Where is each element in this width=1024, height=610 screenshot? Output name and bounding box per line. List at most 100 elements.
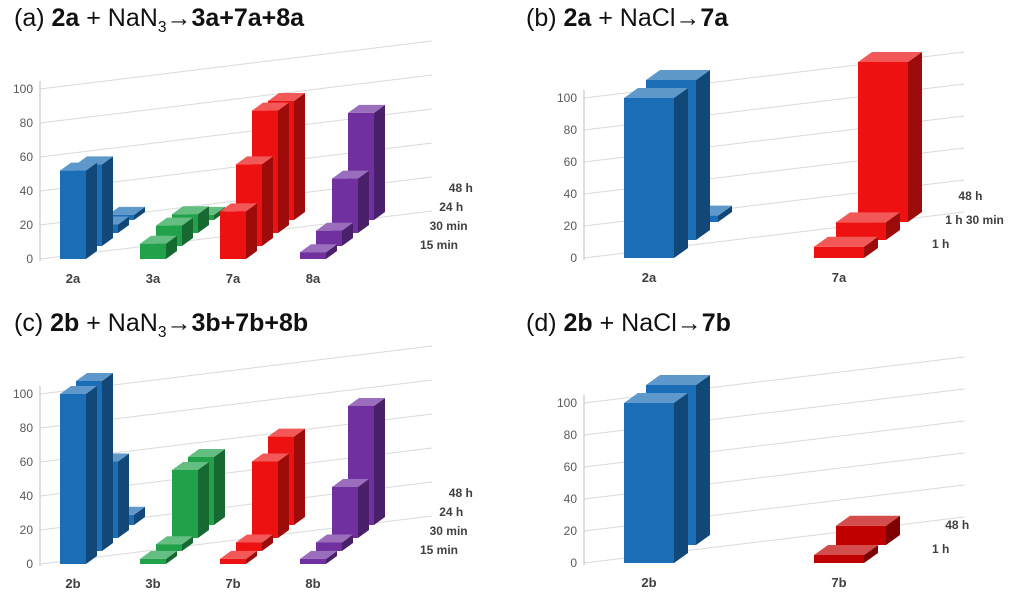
bar-front-face <box>140 558 166 564</box>
bar-side-face <box>166 550 177 564</box>
panel-d-chart: 0 20 40 60 80 100 2b 7b 1 h 48 h <box>557 356 969 590</box>
bar-top-face <box>236 534 273 543</box>
y-tick-label: 20 <box>20 218 34 232</box>
y-tick-label: 0 <box>570 556 577 570</box>
panel-d: (d) 2b + NaCl→7b 0 20 40 60 80 100 2b 7b 1 h 48 h <box>512 305 1024 610</box>
bar-top-face <box>646 70 710 80</box>
bar-side-face <box>342 534 353 551</box>
panel-c-title: (c) 2b + NaN3→3b+7b+8b <box>14 309 309 341</box>
bar-side-face <box>294 428 305 525</box>
y-tick-label: 60 <box>564 155 578 169</box>
category-label: 8a <box>306 271 321 286</box>
bar-side-face <box>358 479 369 538</box>
panel-a: (a) 2a + NaN3→3a+7a+8a 0 20 40 60 80 100 2a 3a 7… <box>0 0 512 305</box>
y-tick-label: 80 <box>20 116 34 130</box>
bar-side-face <box>278 453 289 538</box>
bar-side-face <box>182 536 193 551</box>
panel-b-chart: 0 20 40 60 80 100 2a 7a 1 h 1 h 30 min 48 h <box>557 51 1004 285</box>
bar-side-face <box>86 386 97 564</box>
series-label: 15 min <box>420 543 458 557</box>
bar-front-face <box>252 461 278 538</box>
bar-front-face <box>836 222 886 240</box>
bar-top-face <box>268 428 305 437</box>
category-label: 2a <box>66 271 81 286</box>
bar-front-face <box>332 487 358 538</box>
y-tick-label: 100 <box>557 91 577 105</box>
bar-top-face <box>156 536 193 545</box>
category-label: 7a <box>226 271 241 286</box>
bar-top-face <box>188 449 225 457</box>
bar-front-face <box>836 525 886 545</box>
bar-front-face <box>156 544 182 551</box>
panel-b: (b) 2a + NaCl→7a 0 20 40 60 80 100 2a 7a 1 h 1 h … <box>512 0 1024 305</box>
y-tick-label: 40 <box>20 489 34 503</box>
bar-top-face <box>156 217 193 226</box>
bar-side-face <box>246 203 257 259</box>
series-label: 24 h <box>439 200 463 214</box>
y-tick-label: 100 <box>13 82 33 96</box>
bar-side-face <box>886 515 900 545</box>
bar-top-face <box>624 393 688 403</box>
bar-top-face <box>836 515 900 526</box>
bar-side-face <box>342 222 353 246</box>
bar-top-face <box>316 222 353 231</box>
y-tick-label: 0 <box>26 557 33 571</box>
category-label: 7b <box>831 575 846 590</box>
y-tick-label: 80 <box>564 428 578 442</box>
category-label: 7b <box>225 576 240 591</box>
series-label: 15 min <box>420 238 458 252</box>
series-label: 48 h <box>449 181 473 195</box>
bar-top-face <box>236 156 273 165</box>
bar-side-face <box>326 244 337 259</box>
y-tick-label: 40 <box>564 492 578 506</box>
bar-side-face <box>374 104 385 220</box>
bar-top-face <box>624 88 688 98</box>
bar-top-face <box>60 386 97 394</box>
panel-a-title: (a) 2a + NaN3→3a+7a+8a <box>14 4 305 36</box>
series-label: 1 h 30 min <box>945 213 1004 227</box>
category-label: 2b <box>641 575 656 590</box>
y-tick-label: 100 <box>13 387 33 401</box>
bar-top-face <box>332 170 369 179</box>
y-tick-label: 20 <box>564 219 578 233</box>
y-tick-label: 80 <box>564 123 578 137</box>
bar-top-face <box>316 534 353 543</box>
bar-top-face <box>140 235 177 244</box>
series-label: 30 min <box>430 524 468 538</box>
y-tick-label: 80 <box>20 421 34 435</box>
series-label: 30 min <box>430 219 468 233</box>
series-label: 1 h <box>932 542 949 556</box>
bar-side-face <box>696 375 710 545</box>
y-tick-label: 0 <box>570 251 577 265</box>
bar-front-face <box>624 403 674 563</box>
bar-side-face <box>246 550 257 564</box>
bar-side-face <box>886 212 900 240</box>
bar-top-face <box>646 375 710 385</box>
bar-front-face <box>60 394 86 564</box>
bar-top-face <box>814 236 878 247</box>
panel-b-title: (b) 2a + NaCl→7a <box>526 4 729 32</box>
y-tick-label: 20 <box>20 523 34 537</box>
gridline <box>39 40 433 90</box>
bar-side-face <box>118 453 129 538</box>
y-tick-label: 0 <box>26 252 33 266</box>
bar-top-face <box>300 550 337 559</box>
y-tick-label: 40 <box>20 184 34 198</box>
bar-top-face <box>252 453 289 462</box>
bar-side-face <box>674 393 688 563</box>
bar-top-face <box>858 52 922 62</box>
bar-front-face <box>316 230 342 246</box>
bar-side-face <box>374 398 385 525</box>
panel-c-chart: 0 20 40 60 80 100 2b 3b 7b 8b 15 min 30 min 24 h 48 h <box>13 345 473 591</box>
bar-front-face <box>220 211 246 259</box>
panel-d-title: (d) 2b + NaCl→7b <box>526 309 731 337</box>
series-label: 48 h <box>449 486 473 500</box>
bar-side-face <box>102 156 113 246</box>
bar-side-face <box>278 102 289 233</box>
bar-side-face <box>134 506 145 525</box>
bar-side-face <box>262 534 273 551</box>
bar-side-face <box>674 88 688 258</box>
bar-side-face <box>86 162 97 259</box>
category-label: 2b <box>65 576 80 591</box>
